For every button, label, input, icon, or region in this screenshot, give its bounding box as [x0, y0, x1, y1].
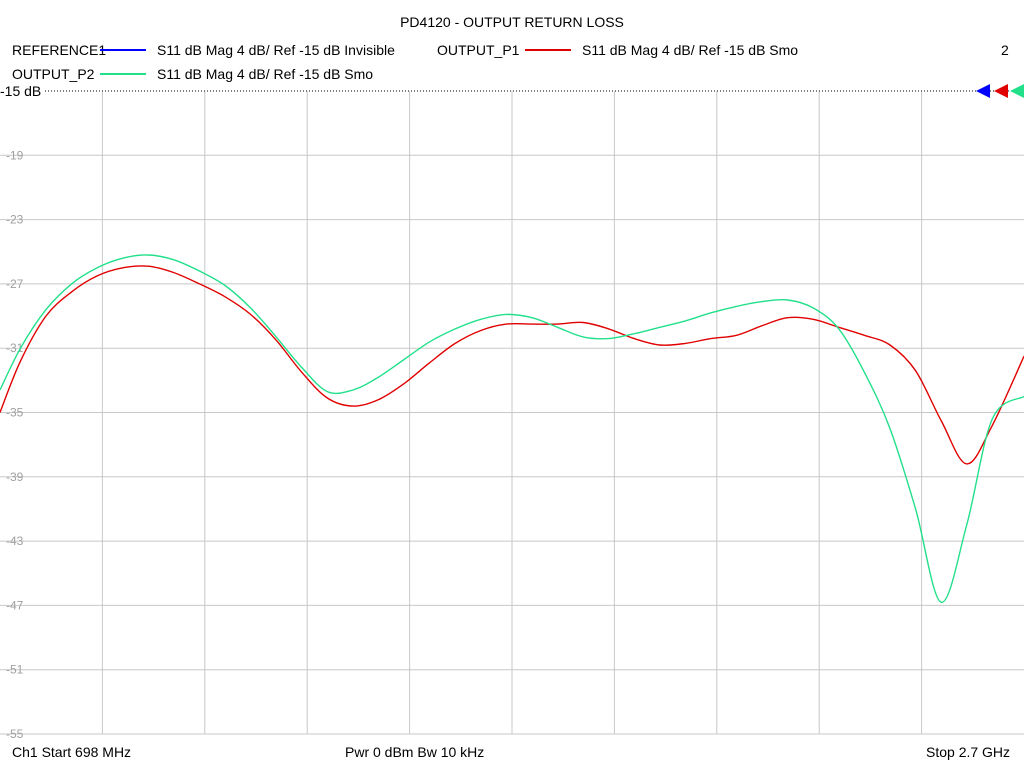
- legend-trace-output-p2: OUTPUT_P2: [12, 66, 95, 82]
- grid-lines: [0, 91, 1024, 735]
- ref-level-label: -15 dB: [0, 83, 44, 99]
- series-group: [0, 254, 1024, 603]
- y-tick-labels: -19-23-27-31-35-39-43-47-51-55: [6, 148, 24, 741]
- y-tick-label: -39: [6, 470, 24, 484]
- ref-marker-icon: [1010, 84, 1024, 98]
- legend-line-reference1: [100, 49, 146, 51]
- legend-trace-output-p1: OUTPUT_P1: [437, 42, 520, 58]
- y-tick-label: -19: [6, 148, 24, 162]
- reference-markers: [976, 84, 1024, 98]
- ref-marker-icon: [994, 84, 1008, 98]
- y-tick-label: -35: [6, 406, 24, 420]
- series-line-output-p1: [0, 265, 1024, 465]
- legend-line-output-p1: [525, 49, 571, 51]
- y-tick-label: -43: [6, 534, 24, 548]
- y-tick-label: -55: [6, 727, 24, 741]
- y-tick-label: -47: [6, 598, 24, 612]
- stop-frequency: Stop 2.7 GHz: [926, 744, 1011, 760]
- ref-marker-icon: [976, 84, 990, 98]
- legend-desc-reference1: S11 dB Mag 4 dB/ Ref -15 dB Invisible: [157, 42, 395, 58]
- y-tick-label: -23: [6, 213, 24, 227]
- legend-desc-output-p2: S11 dB Mag 4 dB/ Ref -15 dB Smo: [157, 66, 374, 82]
- channel-count: 2: [1001, 42, 1009, 58]
- chart-title: PD4120 - OUTPUT RETURN LOSS: [400, 14, 624, 30]
- legend-trace-reference1: REFERENCE1: [12, 42, 107, 58]
- series-line-output-p2: [0, 254, 1024, 603]
- y-tick-label: -51: [6, 663, 24, 677]
- power-bandwidth: Pwr 0 dBm Bw 10 kHz: [345, 744, 485, 760]
- y-tick-label: -27: [6, 277, 24, 291]
- legend-line-output-p2: [100, 73, 146, 75]
- legend-desc-output-p1: S11 dB Mag 4 dB/ Ref -15 dB Smo: [582, 42, 799, 58]
- start-frequency: Ch1 Start 698 MHz: [12, 744, 132, 760]
